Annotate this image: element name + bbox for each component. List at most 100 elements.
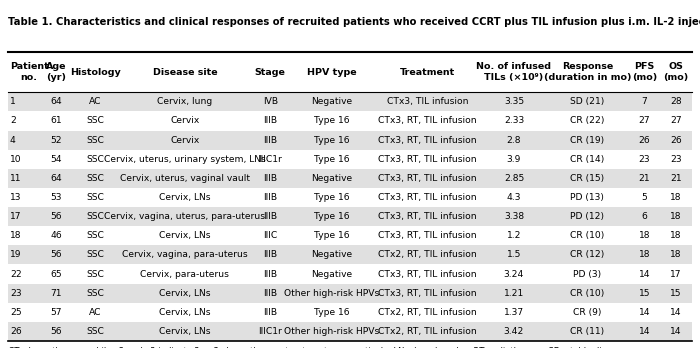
Text: SSC: SSC: [87, 251, 104, 259]
Text: CTx3, RT, TIL infusion: CTx3, RT, TIL infusion: [378, 117, 477, 125]
Text: 1.5: 1.5: [507, 251, 521, 259]
Text: SSC: SSC: [87, 193, 104, 202]
Text: 54: 54: [50, 155, 62, 164]
Text: 27: 27: [638, 117, 650, 125]
Text: 57: 57: [50, 308, 62, 317]
Text: CTx3, RT, TIL infusion: CTx3, RT, TIL infusion: [378, 289, 477, 298]
Text: SSC: SSC: [87, 327, 104, 336]
Text: 21: 21: [670, 174, 682, 183]
Text: 19: 19: [10, 251, 21, 259]
Text: 18: 18: [638, 251, 650, 259]
Text: 64: 64: [50, 97, 62, 106]
Text: No. of infused
TILs (×10⁹): No. of infused TILs (×10⁹): [477, 62, 552, 82]
Text: 10: 10: [10, 155, 22, 164]
Text: Negative: Negative: [312, 270, 353, 278]
Text: CR (10): CR (10): [570, 231, 605, 240]
Text: Negative: Negative: [312, 97, 353, 106]
Text: 22: 22: [10, 270, 22, 278]
Text: SSC: SSC: [87, 270, 104, 278]
Text: Cervix, para-uterus: Cervix, para-uterus: [141, 270, 230, 278]
Text: SD (21): SD (21): [570, 97, 605, 106]
Text: 26: 26: [670, 136, 682, 144]
Text: 26: 26: [10, 327, 22, 336]
Bar: [8, 130, 692, 150]
Text: 25: 25: [10, 308, 22, 317]
Text: 7: 7: [642, 97, 648, 106]
Text: 61: 61: [50, 117, 62, 125]
Text: 3.9: 3.9: [507, 155, 521, 164]
Text: Cervix, LNs: Cervix, LNs: [159, 308, 211, 317]
Text: 64: 64: [50, 174, 62, 183]
Text: SSC: SSC: [87, 136, 104, 144]
Text: 17: 17: [670, 270, 682, 278]
Text: PD (3): PD (3): [573, 270, 601, 278]
Text: 2.85: 2.85: [504, 174, 524, 183]
Text: Cervix: Cervix: [170, 136, 199, 144]
Text: PFS
(mo): PFS (mo): [632, 62, 657, 82]
Text: PD (13): PD (13): [570, 193, 604, 202]
Text: AC: AC: [90, 97, 102, 106]
Text: SSC: SSC: [87, 174, 104, 183]
Text: Cervix, LNs: Cervix, LNs: [159, 289, 211, 298]
Text: 13: 13: [10, 193, 21, 202]
Text: 14: 14: [670, 308, 682, 317]
Text: CTx3, TIL infusion: CTx3, TIL infusion: [386, 97, 468, 106]
Text: 18: 18: [638, 231, 650, 240]
Text: 52: 52: [50, 136, 62, 144]
Text: 23: 23: [638, 155, 650, 164]
Text: 14: 14: [638, 327, 650, 336]
Text: Type 16: Type 16: [314, 136, 350, 144]
Text: 15: 15: [670, 289, 682, 298]
Text: 14: 14: [638, 270, 650, 278]
Text: 18: 18: [670, 193, 682, 202]
Text: 6: 6: [641, 212, 648, 221]
Text: CR (14): CR (14): [570, 155, 605, 164]
Text: CTx2, RT, TIL infusion: CTx2, RT, TIL infusion: [378, 251, 477, 259]
Text: 2.33: 2.33: [504, 117, 524, 125]
Text: IIIB: IIIB: [263, 174, 277, 183]
Bar: [8, 169, 692, 188]
Text: Other high-risk HPVs: Other high-risk HPVs: [284, 327, 379, 336]
Text: Type 16: Type 16: [314, 193, 350, 202]
Text: IIIB: IIIB: [263, 193, 277, 202]
Text: CR (19): CR (19): [570, 136, 605, 144]
Text: 46: 46: [50, 231, 62, 240]
Text: 1.37: 1.37: [504, 308, 524, 317]
Text: 18: 18: [670, 251, 682, 259]
Text: 3.42: 3.42: [504, 327, 524, 336]
Bar: [8, 92, 692, 111]
Text: 18: 18: [670, 212, 682, 221]
Text: IIIC1r: IIIC1r: [258, 155, 282, 164]
Text: Negative: Negative: [312, 251, 353, 259]
Text: IVB: IVB: [262, 97, 278, 106]
Text: 3.35: 3.35: [504, 97, 524, 106]
Text: 17: 17: [10, 212, 21, 221]
Text: 15: 15: [638, 289, 650, 298]
Text: Cervix, LNs: Cervix, LNs: [159, 193, 211, 202]
Text: Patient
no.: Patient no.: [10, 62, 48, 82]
Text: CR (15): CR (15): [570, 174, 605, 183]
Text: Type 16: Type 16: [314, 155, 350, 164]
Text: Type 16: Type 16: [314, 212, 350, 221]
Text: CTx3, RT, TIL infusion: CTx3, RT, TIL infusion: [378, 174, 477, 183]
Text: CTx3, RT, TIL infusion: CTx3, RT, TIL infusion: [378, 270, 477, 278]
Bar: [8, 207, 692, 226]
Text: Cervix, lung: Cervix, lung: [158, 97, 213, 106]
Text: CTx3, RT, TIL infusion: CTx3, RT, TIL infusion: [378, 155, 477, 164]
Text: SSC: SSC: [87, 289, 104, 298]
Text: 2.8: 2.8: [507, 136, 522, 144]
Text: 27: 27: [670, 117, 682, 125]
Text: 65: 65: [50, 270, 62, 278]
Text: CT, chemotherapy, while x2 and x3 indicate 2 or 3 chemotherapy treatments, respe: CT, chemotherapy, while x2 and x3 indica…: [8, 347, 628, 348]
Text: 4.3: 4.3: [507, 193, 522, 202]
Text: SSC: SSC: [87, 155, 104, 164]
Text: 3.38: 3.38: [504, 212, 524, 221]
Text: Type 16: Type 16: [314, 117, 350, 125]
Text: CTx2, RT, TIL infusion: CTx2, RT, TIL infusion: [378, 327, 477, 336]
Text: IIIC: IIIC: [263, 231, 277, 240]
Text: OS
(mo): OS (mo): [664, 62, 689, 82]
Text: Other high-risk HPVs: Other high-risk HPVs: [284, 289, 379, 298]
Text: 56: 56: [50, 251, 62, 259]
Text: 26: 26: [638, 136, 650, 144]
Text: PD (12): PD (12): [570, 212, 604, 221]
